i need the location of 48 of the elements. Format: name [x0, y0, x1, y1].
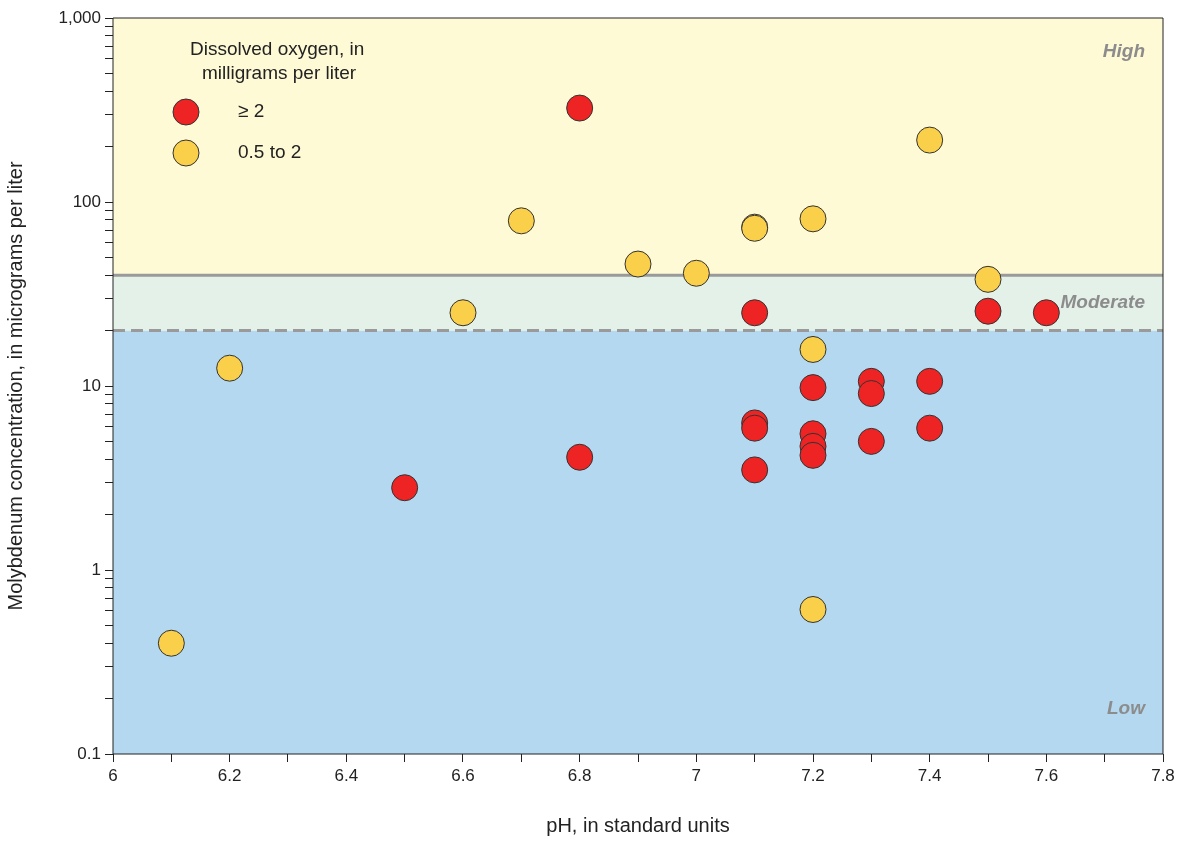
legend-label: 0.5 to 2 — [238, 140, 302, 162]
point — [216, 354, 244, 382]
x-tick-label: 7 — [691, 765, 702, 785]
point — [799, 205, 827, 233]
x-tick-label: 7.8 — [1151, 765, 1175, 785]
point — [566, 443, 594, 471]
x-tick-label: 7.4 — [917, 765, 942, 785]
point — [741, 456, 769, 484]
x-tick-label: 7.6 — [1034, 765, 1059, 785]
legend-label: ≥ 2 — [238, 99, 265, 121]
y-axis-title: Molybdenum concentration, in micrograms per liter — [3, 161, 26, 611]
point — [507, 207, 535, 235]
band-label: Moderate — [1060, 291, 1146, 313]
band-label: High — [1102, 39, 1145, 61]
y-tick-label: 10 — [82, 375, 101, 395]
point — [624, 250, 652, 278]
point — [391, 474, 419, 502]
point — [566, 94, 594, 122]
y-tick-label: 1 — [91, 559, 101, 579]
point — [799, 596, 827, 623]
x-tick-label: 6 — [108, 765, 118, 785]
y-tick-label: 1,000 — [58, 7, 101, 27]
point — [916, 367, 944, 395]
y-tick-label: 100 — [72, 191, 101, 211]
x-tick-label: 6.8 — [567, 765, 592, 785]
point — [682, 259, 710, 287]
point — [449, 299, 477, 327]
x-tick-label: 6.4 — [334, 765, 359, 785]
point — [741, 414, 769, 442]
point — [799, 374, 827, 402]
x-tick-label: 6.6 — [451, 765, 475, 785]
y-tick-label: 0.1 — [77, 743, 101, 763]
point — [1032, 299, 1060, 327]
point — [799, 441, 827, 469]
point — [741, 299, 769, 327]
point — [916, 414, 944, 442]
point — [799, 335, 827, 363]
point — [857, 380, 885, 408]
point — [974, 265, 1002, 293]
x-axis-title: pH, in standard units — [546, 813, 730, 836]
band-label: Low — [1107, 696, 1147, 718]
point — [974, 297, 1002, 325]
point — [857, 427, 885, 455]
x-tick-label: 7.2 — [801, 765, 825, 785]
point — [916, 126, 944, 154]
point — [157, 629, 185, 657]
legend-title: Dissolved oxygen, in milligrams per liter — [190, 37, 365, 83]
x-tick-label: 6.2 — [217, 765, 242, 785]
